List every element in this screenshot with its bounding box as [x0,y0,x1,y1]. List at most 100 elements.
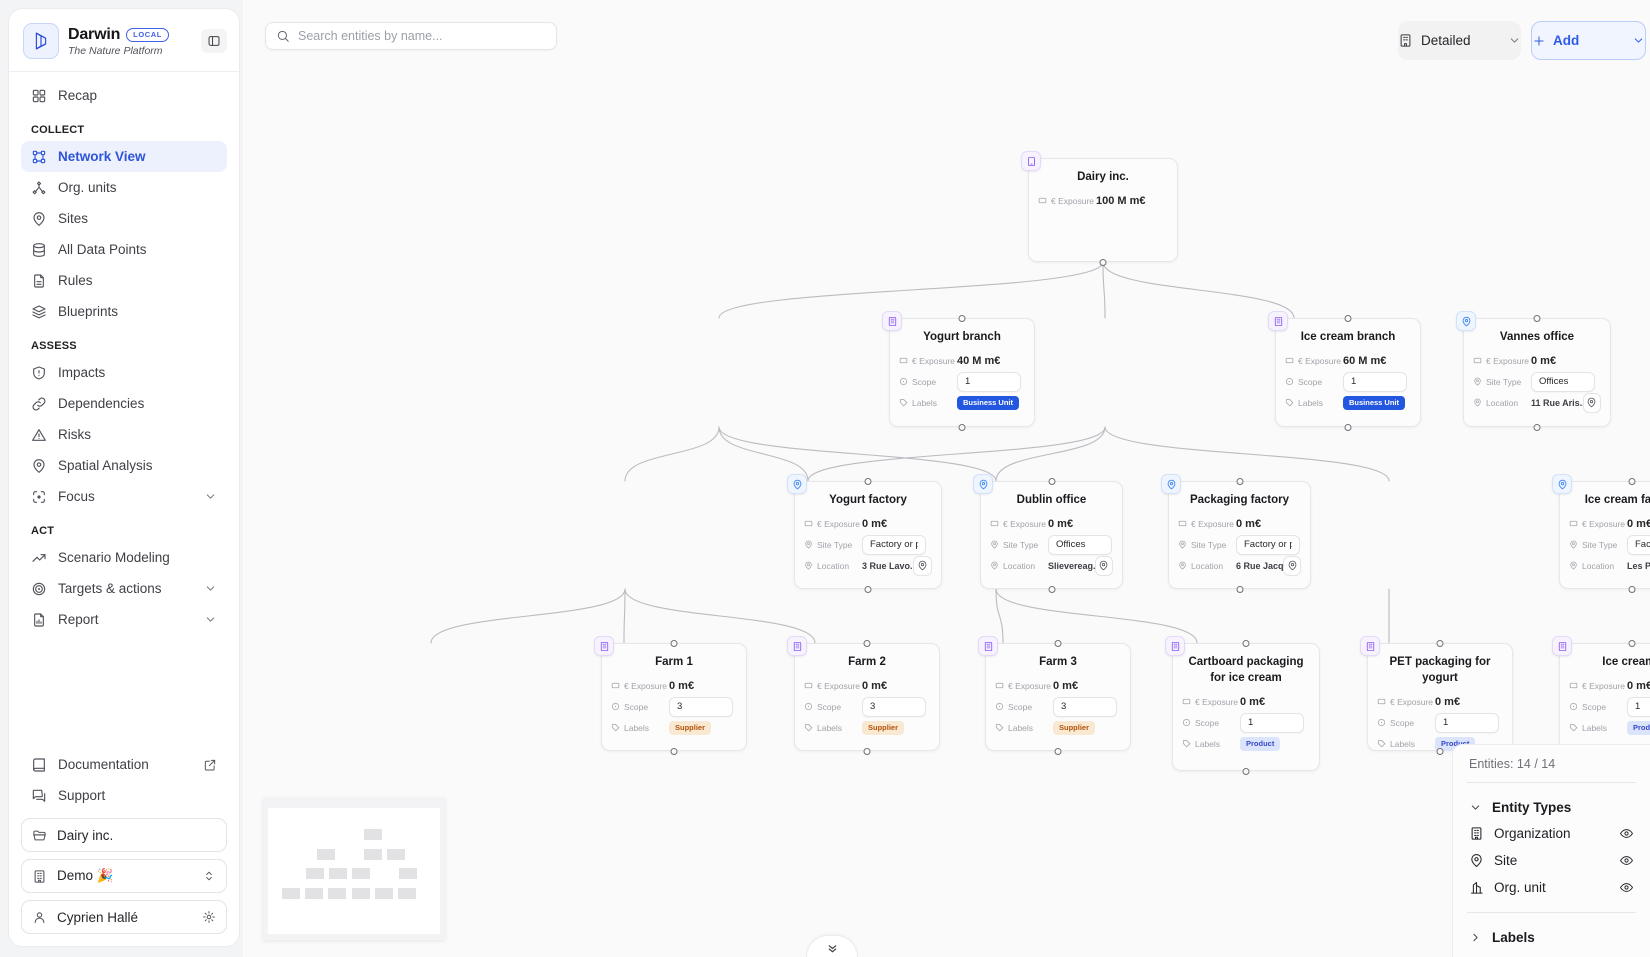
entity-card-pet-packaging[interactable]: PET packaging for yogurt € Exposure 0 m€… [1360,636,1513,755]
sidebar-item-scenario-modeling[interactable]: Scenario Modeling [21,542,227,573]
connection-handle-bottom[interactable] [958,423,966,431]
scope-input[interactable] [1435,712,1499,733]
entity-types-toggle[interactable]: Entity Types [1469,794,1634,820]
connection-handle-bottom[interactable] [864,585,872,593]
location-pin-button[interactable] [1094,555,1113,576]
site-type-input[interactable] [1627,534,1650,555]
sidebar-item-org-units[interactable]: Org. units [21,172,227,203]
entity-card-farm-3[interactable]: Farm 3 € Exposure 0 m€ Scope Labels Supp… [978,636,1131,755]
sidebar-item-sites[interactable]: Sites [21,203,227,234]
entity-card-yogurt-factory[interactable]: Yogurt factory € Exposure 0 m€ Site Type… [787,474,942,593]
tag-icon [995,724,1004,732]
sidebar-item-rules[interactable]: Rules [21,265,227,296]
location-value: 6 Rue Jacq... [1236,560,1284,571]
sidebar-item-focus[interactable]: Focus [21,481,227,512]
location-pin-button[interactable] [1283,555,1301,576]
connection-handle-top[interactable] [1242,639,1250,647]
entity-card-farm-1[interactable]: Farm 1 € Exposure 0 m€ Scope Labels Supp… [594,636,747,755]
connection-handle-top[interactable] [1533,314,1541,322]
brand-name: Darwin [68,25,121,43]
sidebar-item-recap[interactable]: Recap [21,80,227,111]
scope-input[interactable] [669,696,733,717]
connection-handle-bottom[interactable] [1048,585,1055,593]
scope-input[interactable] [1343,371,1407,392]
layers-icon [32,304,46,318]
visibility-eye-button[interactable] [1619,853,1634,868]
entity-card-yogurt-branch[interactable]: Yogurt branch € Exposure 40 M m€ Scope L… [882,311,1035,431]
workspace-selector[interactable]: Dairy inc. [21,818,227,852]
scope-input[interactable] [862,696,926,717]
site-type-input[interactable] [1048,534,1112,555]
entity-card-vannes-office[interactable]: Vannes office € Exposure 0 m€ Site Type … [1456,311,1611,431]
exposure-value: 0 m€ [1435,695,1461,708]
site-type-input[interactable] [862,534,926,555]
tag-icon [804,724,813,732]
connection-handle-top[interactable] [1436,639,1444,647]
connection-handle-bottom[interactable] [1344,423,1352,431]
sidebar-item-targets-actions[interactable]: Targets & actions [21,573,227,604]
settings-gear-icon[interactable] [202,910,216,924]
org-unit-icon [1470,881,1483,894]
connection-handle-top[interactable] [1236,477,1243,485]
sidebar-item-network-view[interactable]: Network View [21,141,227,172]
sidebar-item-all-data-points[interactable]: All Data Points [21,234,227,265]
visibility-eye-button[interactable] [1619,826,1634,841]
location-pin-button[interactable] [1582,392,1601,413]
connection-handle-top[interactable] [1344,314,1352,322]
connection-handle-top[interactable] [1048,477,1055,485]
entity-card-ice-creams[interactable]: Ice creams € Exposure 0 m€ Scope Labels … [1552,636,1650,755]
search-input[interactable] [298,29,546,43]
minimap[interactable] [263,798,445,940]
connection-handle-bottom[interactable] [1099,258,1107,266]
data-point-icon [1038,197,1047,204]
sidebar-item-dependencies[interactable]: Dependencies [21,388,227,419]
connection-handle-bottom[interactable] [1436,747,1444,755]
connection-handle-top[interactable] [863,639,871,647]
entity-card-packaging-factory[interactable]: Packaging factory € Exposure 0 m€ Site T… [1161,474,1311,593]
connection-handle-top[interactable] [1054,639,1062,647]
entity-card-dublin-office[interactable]: Dublin office € Exposure 0 m€ Site Type … [973,474,1123,593]
connection-handle-bottom[interactable] [1236,585,1243,593]
sidebar-item-impacts[interactable]: Impacts [21,357,227,388]
connection-handle-bottom[interactable] [670,747,678,755]
connection-handle-top[interactable] [1628,639,1636,647]
sidebar-item-support[interactable]: Support [21,780,227,811]
scope-input[interactable] [1240,712,1304,733]
network-canvas[interactable]: Dairy inc. € Exposure 100 M m€ Yogurt br… [243,0,1650,957]
scope-input[interactable] [957,371,1021,392]
entity-card-cartboard-packaging[interactable]: Cartboard packaging for ice cream € Expo… [1165,636,1320,775]
org-unit-badge-icon [594,636,614,656]
scope-input[interactable] [1053,696,1117,717]
visibility-eye-button[interactable] [1619,880,1634,895]
entity-card-ice-cream-factory[interactable]: Ice cream factory € Exposure 0 m€ Site T… [1552,474,1650,593]
connection-handle-top[interactable] [958,314,966,322]
connection-handle-top[interactable] [1628,477,1636,485]
sidebar-item-blueprints[interactable]: Blueprints [21,296,227,327]
connection-handle-bottom[interactable] [1533,423,1541,431]
entity-card-ice-cream-branch[interactable]: Ice cream branch € Exposure 60 M m€ Scop… [1268,311,1421,431]
sidebar-item-documentation[interactable]: Documentation [21,749,227,780]
user-menu[interactable]: Cyprien Hallé [21,900,227,934]
connection-handle-bottom[interactable] [863,747,871,755]
entity-card-dairy-inc[interactable]: Dairy inc. € Exposure 100 M m€ [1021,151,1178,266]
location-pin-button[interactable] [913,555,932,576]
connection-handle-top[interactable] [670,639,678,647]
connection-handle-top[interactable] [864,477,872,485]
entity-card-farm-2[interactable]: Farm 2 € Exposure 0 m€ Scope Labels Supp… [787,636,940,755]
view-mode-button[interactable]: Detailed [1398,21,1521,60]
labels-toggle[interactable]: Labels [1469,924,1634,950]
org-selector[interactable]: Demo 🎉 [21,859,227,893]
sidebar-item-spatial-analysis[interactable]: Spatial Analysis [21,450,227,481]
sidebar-item-risks[interactable]: Risks [21,419,227,450]
site-type-input[interactable] [1531,371,1595,392]
connection-handle-bottom[interactable] [1054,747,1062,755]
scope-input[interactable] [1627,696,1650,717]
sidebar-item-report[interactable]: Report [21,604,227,635]
pin-icon [805,561,812,570]
sidebar-collapse-button[interactable] [201,29,227,53]
add-button[interactable]: Add [1531,21,1646,60]
connection-handle-bottom[interactable] [1242,767,1250,775]
search-bar[interactable] [265,22,557,50]
connection-handle-bottom[interactable] [1628,585,1636,593]
site-type-input[interactable] [1236,534,1300,555]
